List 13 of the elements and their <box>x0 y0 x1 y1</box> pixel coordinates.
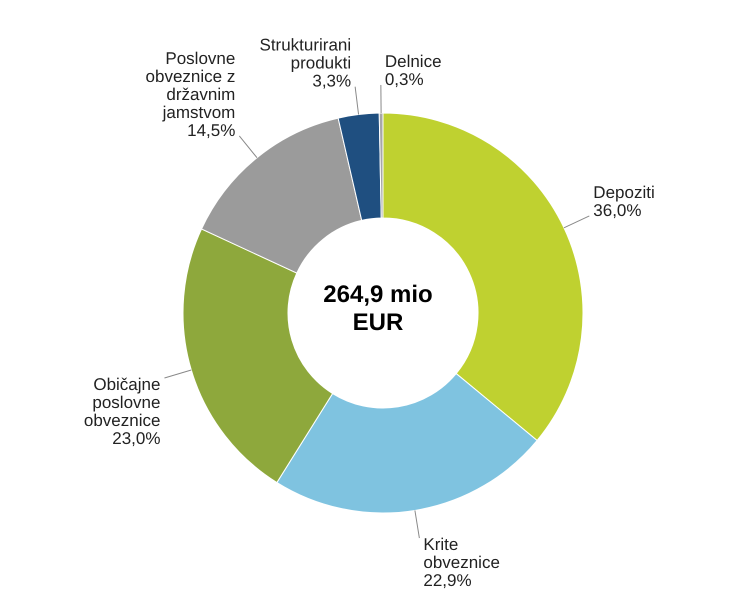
slice-label: Depoziti <box>593 182 655 202</box>
data-label: 23,0% <box>112 428 160 448</box>
data-label: 3,3% <box>312 72 352 91</box>
text: 264,9 mio EUR <box>323 281 433 336</box>
slice-label: Krite obveznice <box>423 535 500 572</box>
data-label: 22,9% <box>423 571 472 590</box>
data-label: 36,0% <box>593 200 642 220</box>
slice-label: Delnice <box>384 52 442 72</box>
data-label: 14,5% <box>187 120 236 140</box>
slice-label: Poslovne obveznice z državnim jamstvom <box>146 48 236 122</box>
slice-label: Strukturirani produkti <box>259 36 352 73</box>
data-label: 0,3% <box>384 70 424 90</box>
slice-label: Običajne poslovne obveznice <box>84 374 160 430</box>
